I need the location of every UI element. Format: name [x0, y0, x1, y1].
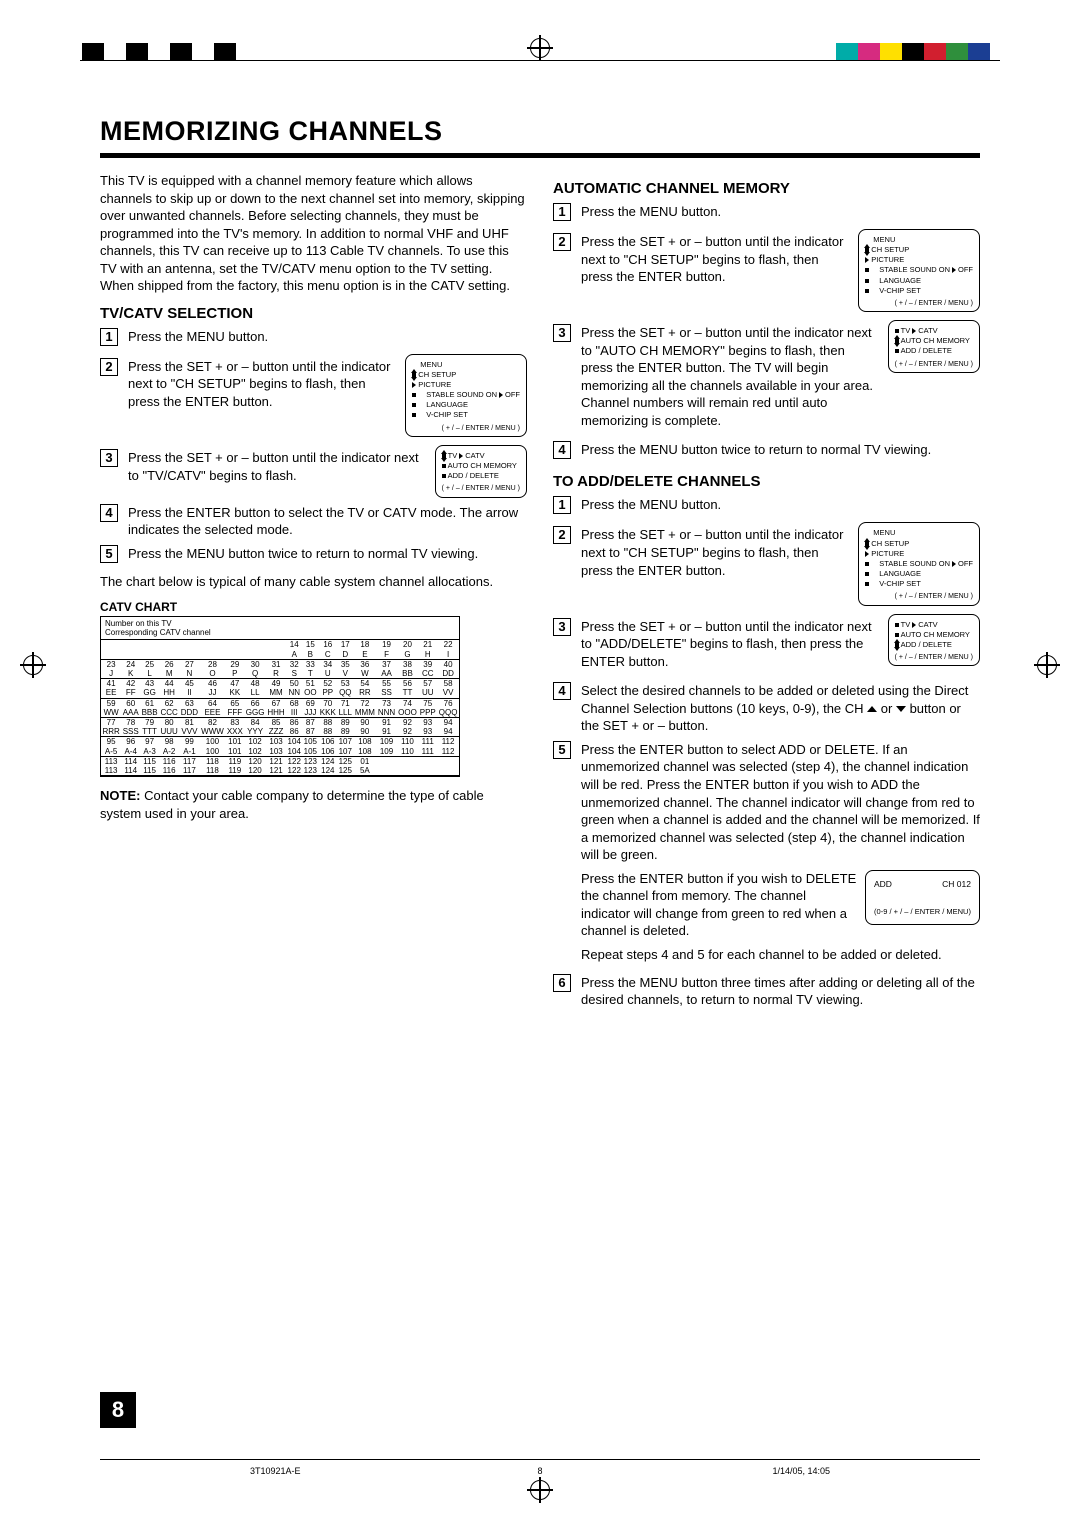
adddel-step-1: 1Press the MENU button.: [553, 496, 980, 514]
tvcatv-step-4: 4Press the ENTER button to select the TV…: [100, 504, 527, 539]
tvcatv-step-1: 1Press the MENU button.: [100, 328, 527, 346]
menu-sub-diagram-3: TVCATV AUTO CH MEMORY ADD / DELETE ( + /…: [888, 614, 980, 667]
adddel-step-5c: Repeat steps 4 and 5 for each channel to…: [581, 946, 980, 964]
ch-down-icon: [896, 706, 906, 712]
tvcatv-step-3: 3Press the SET + or – button until the i…: [100, 449, 427, 484]
ch-up-icon: [867, 706, 877, 712]
auto-step-4: 4Press the MENU button twice to return t…: [553, 441, 980, 459]
right-column: AUTOMATIC CHANNEL MEMORY 1Press the MENU…: [553, 172, 980, 1015]
tvcatv-step-5: 5Press the MENU button twice to return t…: [100, 545, 527, 563]
crosshair-top: [527, 35, 553, 61]
menu-sub-diagram-2: TVCATV AUTO CH MEMORY ADD / DELETE ( + /…: [888, 320, 980, 373]
auto-step-3: 3Press the SET + or – button until the i…: [553, 324, 880, 429]
auto-step-1: 1Press the MENU button.: [553, 203, 980, 221]
catv-header-2: Corresponding CATV channel: [105, 628, 455, 637]
footer-rule: [100, 1459, 980, 1460]
intro-text: This TV is equipped with a channel memor…: [100, 172, 527, 295]
adddel-step-6: 6Press the MENU button three times after…: [553, 974, 980, 1009]
footer-mid: 8: [537, 1466, 542, 1476]
note-text: NOTE: Contact your cable company to dete…: [100, 787, 527, 822]
add-delete-box: ADDCH 012 (0-9 / + / – / ENTER / MENU): [865, 870, 980, 925]
page-number: 8: [100, 1392, 136, 1428]
menu-main-diagram: MENU CH SETUP PICTURE STABLE SOUND ONOFF…: [405, 354, 527, 437]
adddel-step-2: 2Press the SET + or – button until the i…: [553, 526, 850, 579]
auto-step-2: 2Press the SET + or – button until the i…: [553, 233, 850, 286]
catv-header-1: Number on this TV: [105, 619, 455, 628]
catv-chart-title: CATV CHART: [100, 600, 527, 614]
page-title: MEMORIZING CHANNELS: [100, 116, 980, 158]
menu-main-diagram-3: MENU CH SETUP PICTURE STABLE SOUND ONOFF…: [858, 522, 980, 605]
crosshair-left: [20, 652, 46, 678]
menu-main-diagram-2: MENU CH SETUP PICTURE STABLE SOUND ONOFF…: [858, 229, 980, 312]
catv-chart: Number on this TV Corresponding CATV cha…: [100, 616, 460, 777]
adddel-step-4: 4 Select the desired channels to be adde…: [553, 682, 980, 735]
footer-left: 3T10921A-E: [250, 1466, 301, 1476]
left-column: This TV is equipped with a channel memor…: [100, 172, 527, 1015]
adddel-heading: TO ADD/DELETE CHANNELS: [553, 473, 980, 490]
adddel-step-5b: Press the ENTER button if you wish to DE…: [581, 870, 857, 940]
adddel-step-5: 5Press the ENTER button to select ADD or…: [553, 741, 980, 864]
auto-heading: AUTOMATIC CHANNEL MEMORY: [553, 180, 980, 197]
crosshair-right: [1034, 652, 1060, 678]
page-content: MEMORIZING CHANNELS This TV is equipped …: [100, 116, 980, 1015]
tvcatv-step-2: 2Press the SET + or – button until the i…: [100, 358, 397, 411]
tvcatv-heading: TV/CATV SELECTION: [100, 305, 527, 322]
chart-intro: The chart below is typical of many cable…: [100, 573, 527, 591]
crosshair-bottom: [527, 1477, 553, 1503]
menu-sub-diagram: TVCATV AUTO CH MEMORY ADD / DELETE ( + /…: [435, 445, 527, 498]
adddel-step-3: 3Press the SET + or – button until the i…: [553, 618, 880, 671]
footer-right: 1/14/05, 14:05: [772, 1466, 830, 1476]
